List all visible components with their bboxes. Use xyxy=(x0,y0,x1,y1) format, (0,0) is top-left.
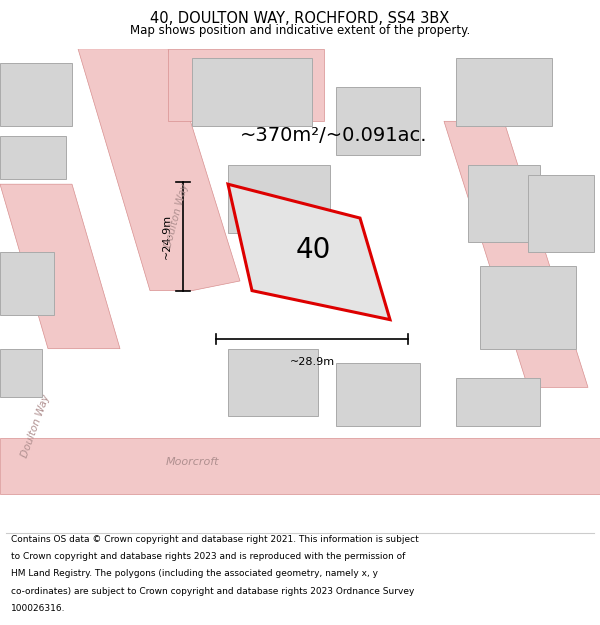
Polygon shape xyxy=(228,349,318,416)
Text: ~24.9m: ~24.9m xyxy=(162,214,172,259)
Polygon shape xyxy=(528,174,594,252)
Text: to Crown copyright and database rights 2023 and is reproduced with the permissio: to Crown copyright and database rights 2… xyxy=(11,552,405,561)
Polygon shape xyxy=(456,378,540,426)
Text: Doulton Way: Doulton Way xyxy=(20,393,52,459)
Polygon shape xyxy=(228,184,390,319)
Text: 100026316.: 100026316. xyxy=(11,604,65,612)
Polygon shape xyxy=(78,49,240,291)
Polygon shape xyxy=(168,49,324,121)
Polygon shape xyxy=(228,165,330,232)
Polygon shape xyxy=(468,165,540,242)
Polygon shape xyxy=(0,63,72,126)
Text: Moorcroft: Moorcroft xyxy=(165,458,219,468)
Polygon shape xyxy=(480,266,576,349)
Text: 40, DOULTON WAY, ROCHFORD, SS4 3BX: 40, DOULTON WAY, ROCHFORD, SS4 3BX xyxy=(151,11,449,26)
Polygon shape xyxy=(0,252,54,315)
Polygon shape xyxy=(444,121,588,388)
Polygon shape xyxy=(456,58,552,126)
Text: Map shows position and indicative extent of the property.: Map shows position and indicative extent… xyxy=(130,24,470,36)
Polygon shape xyxy=(0,184,120,349)
Polygon shape xyxy=(336,363,420,426)
Text: 40: 40 xyxy=(296,236,331,264)
Text: HM Land Registry. The polygons (including the associated geometry, namely x, y: HM Land Registry. The polygons (includin… xyxy=(11,569,378,579)
Text: Contains OS data © Crown copyright and database right 2021. This information is : Contains OS data © Crown copyright and d… xyxy=(11,535,419,544)
Polygon shape xyxy=(0,136,66,179)
Text: Doulton Way: Doulton Way xyxy=(164,182,190,249)
Text: co-ordinates) are subject to Crown copyright and database rights 2023 Ordnance S: co-ordinates) are subject to Crown copyr… xyxy=(11,587,414,596)
Polygon shape xyxy=(0,349,42,397)
Text: ~370m²/~0.091ac.: ~370m²/~0.091ac. xyxy=(240,126,427,146)
Polygon shape xyxy=(336,88,420,155)
Polygon shape xyxy=(0,438,600,494)
Polygon shape xyxy=(192,58,312,126)
Text: ~28.9m: ~28.9m xyxy=(289,357,335,367)
